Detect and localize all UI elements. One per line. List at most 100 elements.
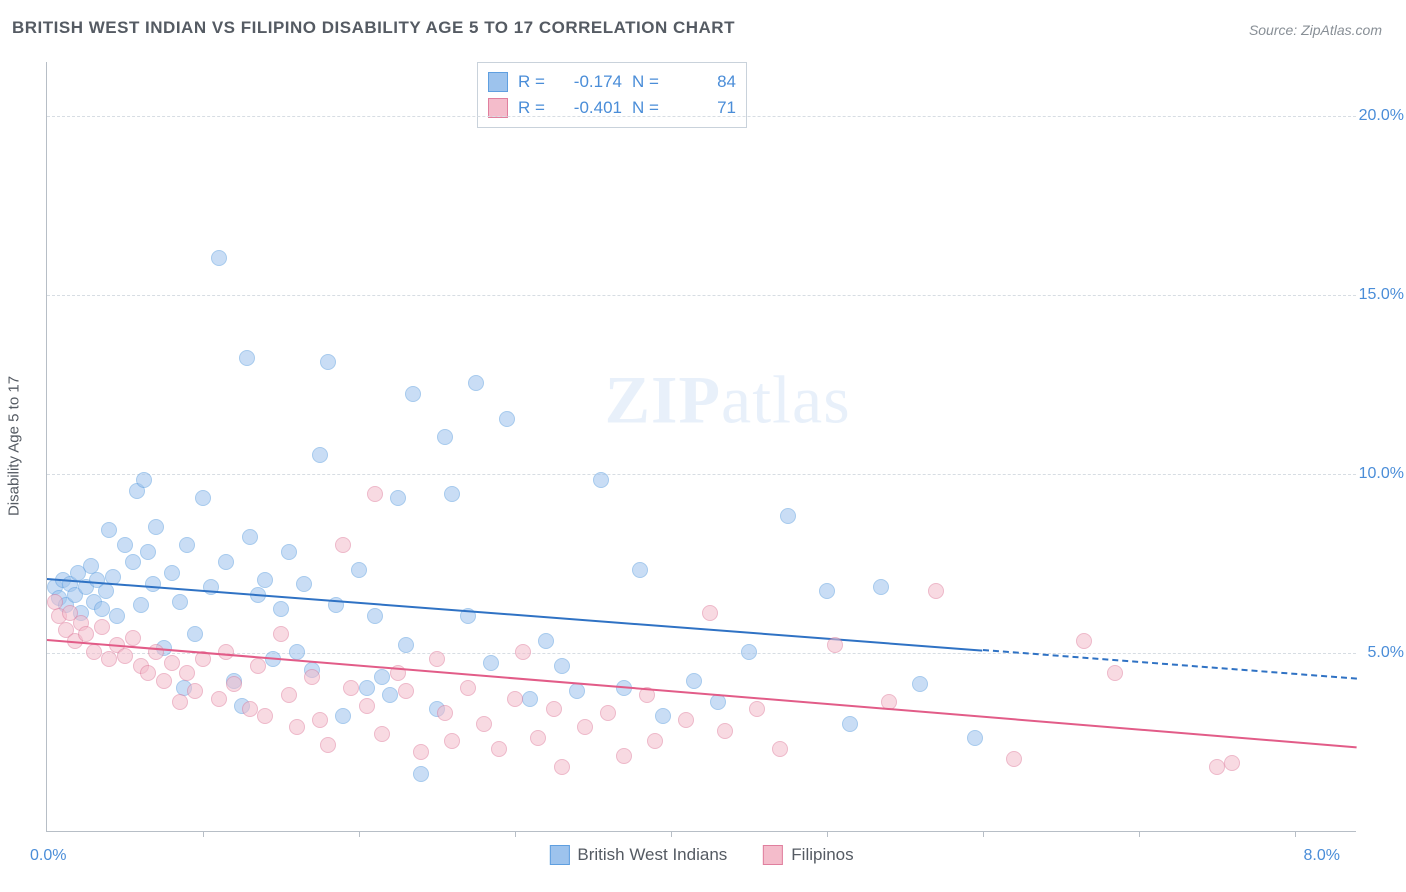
scatter-point	[460, 680, 476, 696]
scatter-point	[320, 354, 336, 370]
scatter-point	[413, 744, 429, 760]
scatter-point	[125, 554, 141, 570]
y-tick-label: 15.0%	[1359, 286, 1404, 304]
scatter-point	[819, 583, 835, 599]
scatter-point	[507, 691, 523, 707]
scatter-point	[304, 669, 320, 685]
scatter-point	[413, 766, 429, 782]
scatter-point	[374, 669, 390, 685]
scatter-point	[554, 658, 570, 674]
scatter-point	[367, 486, 383, 502]
x-tick	[359, 831, 360, 837]
scatter-point	[257, 572, 273, 588]
scatter-point	[125, 630, 141, 646]
scatter-point	[320, 737, 336, 753]
source-credit: Source: ZipAtlas.com	[1249, 22, 1382, 38]
scatter-point	[515, 644, 531, 660]
scatter-point	[374, 726, 390, 742]
plot-area: ZIPatlas R = -0.174 N = 84 R = -0.401 N …	[46, 62, 1356, 832]
scatter-point	[483, 655, 499, 671]
scatter-point	[109, 608, 125, 624]
scatter-point	[686, 673, 702, 689]
x-tick	[827, 831, 828, 837]
scatter-point	[242, 529, 258, 545]
scatter-point	[655, 708, 671, 724]
scatter-point	[242, 701, 258, 717]
scatter-point	[499, 411, 515, 427]
scatter-point	[145, 576, 161, 592]
scatter-point	[367, 608, 383, 624]
scatter-point	[218, 644, 234, 660]
scatter-point	[312, 447, 328, 463]
scatter-point	[218, 554, 234, 570]
x-tick	[671, 831, 672, 837]
scatter-point	[390, 490, 406, 506]
x-tick	[983, 831, 984, 837]
x-axis-min-label: 0.0%	[30, 847, 66, 865]
scatter-point	[741, 644, 757, 660]
y-tick-label: 20.0%	[1359, 107, 1404, 125]
scatter-point	[156, 673, 172, 689]
scatter-point	[94, 619, 110, 635]
stats-row-series-1: R = -0.401 N = 71	[488, 95, 736, 121]
scatter-point	[873, 579, 889, 595]
x-tick	[515, 831, 516, 837]
legend-label-1: Filipinos	[791, 845, 853, 865]
scatter-point	[437, 429, 453, 445]
scatter-point	[78, 626, 94, 642]
x-axis-max-label: 8.0%	[1304, 847, 1340, 865]
scatter-point	[172, 594, 188, 610]
scatter-point	[187, 626, 203, 642]
scatter-point	[444, 733, 460, 749]
scatter-point	[398, 683, 414, 699]
scatter-point	[195, 490, 211, 506]
scatter-point	[577, 719, 593, 735]
scatter-point	[842, 716, 858, 732]
scatter-point	[647, 733, 663, 749]
scatter-point	[257, 708, 273, 724]
scatter-point	[554, 759, 570, 775]
chart-title: BRITISH WEST INDIAN VS FILIPINO DISABILI…	[12, 18, 735, 38]
scatter-point	[1006, 751, 1022, 767]
scatter-point	[133, 597, 149, 613]
x-tick	[1139, 831, 1140, 837]
scatter-point	[203, 579, 219, 595]
chart-container: BRITISH WEST INDIAN VS FILIPINO DISABILI…	[0, 0, 1406, 892]
legend-item-0: British West Indians	[549, 845, 727, 865]
scatter-point	[468, 375, 484, 391]
scatter-point	[359, 680, 375, 696]
scatter-point	[281, 544, 297, 560]
scatter-point	[382, 687, 398, 703]
scatter-point	[600, 705, 616, 721]
scatter-point	[702, 605, 718, 621]
scatter-point	[530, 730, 546, 746]
scatter-point	[593, 472, 609, 488]
scatter-point	[827, 637, 843, 653]
scatter-point	[749, 701, 765, 717]
scatter-point	[101, 522, 117, 538]
scatter-point	[546, 701, 562, 717]
scatter-point	[179, 537, 195, 553]
scatter-point	[476, 716, 492, 732]
legend-item-1: Filipinos	[763, 845, 853, 865]
scatter-point	[86, 644, 102, 660]
legend-swatch-1	[763, 845, 783, 865]
gridline	[47, 116, 1356, 117]
scatter-point	[928, 583, 944, 599]
scatter-point	[94, 601, 110, 617]
scatter-point	[172, 694, 188, 710]
scatter-point	[967, 730, 983, 746]
scatter-point	[569, 683, 585, 699]
scatter-point	[148, 644, 164, 660]
legend-label-0: British West Indians	[577, 845, 727, 865]
gridline	[47, 653, 1356, 654]
x-tick	[1295, 831, 1296, 837]
scatter-point	[296, 576, 312, 592]
scatter-point	[491, 741, 507, 757]
regression-line	[47, 639, 1357, 748]
scatter-point	[273, 601, 289, 617]
scatter-point	[289, 719, 305, 735]
stats-row-series-0: R = -0.174 N = 84	[488, 69, 736, 95]
scatter-point	[429, 651, 445, 667]
scatter-point	[98, 583, 114, 599]
